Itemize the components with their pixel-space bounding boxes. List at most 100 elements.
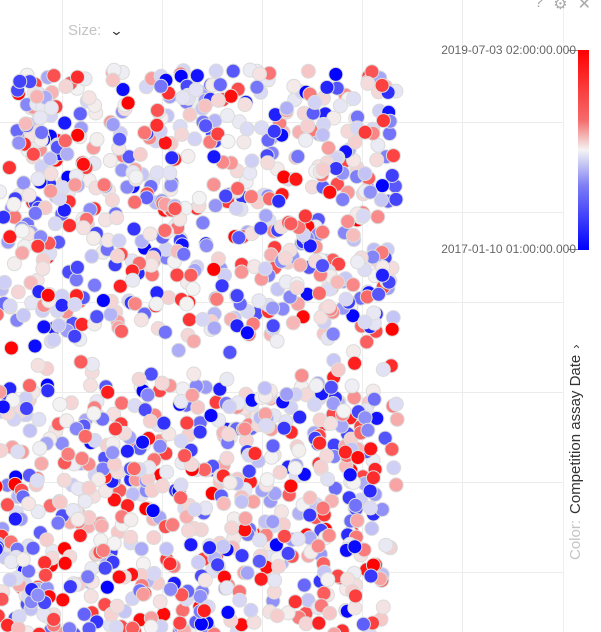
scatter-point[interactable] (296, 577, 312, 593)
scatter-point[interactable] (330, 362, 346, 378)
scatter-point[interactable] (283, 216, 299, 232)
scatter-point[interactable] (371, 286, 387, 302)
scatter-point[interactable] (54, 297, 70, 313)
scatter-point[interactable] (185, 281, 201, 297)
scatter-point[interactable] (143, 619, 159, 632)
scatter-point[interactable] (265, 318, 281, 334)
scatter-point[interactable] (357, 410, 373, 426)
scatter-point[interactable] (156, 415, 172, 431)
chevron-down-icon[interactable]: ⌄ (109, 22, 124, 38)
scatter-point[interactable] (109, 248, 125, 264)
scatter-point[interactable] (149, 165, 165, 181)
scatter-point[interactable] (364, 521, 380, 536)
scatter-point[interactable] (30, 171, 46, 187)
scatter-point[interactable] (10, 284, 26, 300)
scatter-point[interactable] (286, 78, 302, 94)
scatter-point[interactable] (344, 378, 360, 394)
scatter-point[interactable] (177, 448, 193, 464)
scatter-point[interactable] (25, 540, 41, 556)
scatter-point[interactable] (328, 66, 344, 82)
scatter-point[interactable] (212, 381, 228, 397)
scatter-point[interactable] (70, 511, 86, 527)
scatter-point[interactable] (175, 90, 191, 106)
scatter-point[interactable] (74, 451, 90, 466)
scatter-point[interactable] (360, 76, 376, 91)
scatter-point[interactable] (355, 616, 371, 632)
scatter-point[interactable] (47, 216, 63, 232)
scatter-point[interactable] (146, 565, 162, 581)
scatter-point[interactable] (164, 150, 180, 166)
scatter-point[interactable] (46, 68, 62, 84)
scatter-point[interactable] (153, 78, 169, 94)
scatter-point[interactable] (234, 264, 250, 280)
scatter-point[interactable] (108, 421, 123, 437)
scatter-point[interactable] (104, 192, 120, 208)
scatter-point[interactable] (257, 380, 273, 396)
scatter-point[interactable] (239, 565, 255, 581)
scatter-point[interactable] (220, 134, 236, 149)
scatter-point[interactable] (68, 272, 84, 288)
scatter-point[interactable] (108, 619, 124, 632)
scatter-point[interactable] (265, 438, 281, 454)
scatter-point[interactable] (2, 572, 18, 588)
scatter-point[interactable] (142, 226, 158, 242)
scatter-point[interactable] (39, 532, 55, 548)
scatter-point[interactable] (180, 148, 196, 164)
scatter-point[interactable] (384, 321, 400, 337)
scatter-point[interactable] (76, 220, 91, 236)
scatter-point[interactable] (22, 423, 38, 439)
scatter-point[interactable] (69, 259, 85, 275)
scatter-point[interactable] (287, 594, 303, 610)
scatter-point[interactable] (37, 555, 53, 571)
scatter-point[interactable] (126, 221, 142, 237)
scatter-point[interactable] (375, 362, 391, 377)
scatter-point[interactable] (220, 108, 235, 123)
scatter-point[interactable] (99, 579, 115, 595)
scatter-point[interactable] (127, 296, 143, 312)
scatter-point[interactable] (14, 223, 30, 239)
scatter-point[interactable] (123, 512, 139, 528)
help-icon[interactable]: ? (534, 0, 544, 11)
scatter-point[interactable] (310, 538, 326, 554)
scatter-point[interactable] (336, 403, 352, 419)
scatter-point[interactable] (190, 399, 206, 415)
scatter-point[interactable] (279, 386, 295, 402)
scatter-point[interactable] (345, 308, 361, 324)
plot-area[interactable] (0, 0, 565, 632)
scatter-point[interactable] (0, 274, 13, 290)
scatter-point[interactable] (148, 296, 164, 312)
scatter-point[interactable] (315, 224, 331, 240)
scatter-point[interactable] (134, 541, 149, 557)
scatter-point[interactable] (0, 384, 8, 400)
scatter-point[interactable] (46, 332, 62, 348)
scatter-point[interactable] (0, 184, 8, 200)
scatter-point[interactable] (27, 205, 43, 221)
scatter-point[interactable] (269, 608, 285, 624)
scatter-point[interactable] (239, 121, 255, 137)
scatter-point[interactable] (229, 288, 245, 304)
scatter-point[interactable] (252, 66, 267, 82)
scatter-point[interactable] (183, 267, 199, 283)
scatter-point[interactable] (22, 378, 38, 394)
scatter-point[interactable] (237, 421, 253, 437)
scatter-point[interactable] (311, 285, 327, 301)
scatter-point[interactable] (188, 82, 204, 98)
scatter-point[interactable] (312, 435, 328, 451)
scatter-point[interactable] (388, 477, 404, 493)
scatter-point[interactable] (276, 169, 292, 185)
scatter-point[interactable] (3, 340, 19, 356)
scatter-point[interactable] (283, 478, 299, 494)
scatter-point[interactable] (43, 100, 59, 116)
scatter-point[interactable] (320, 471, 336, 487)
scatter-point[interactable] (388, 396, 404, 412)
scatter-point[interactable] (133, 312, 149, 328)
scatter-point[interactable] (81, 90, 97, 106)
scatter-point[interactable] (206, 261, 222, 277)
scatter-point[interactable] (348, 497, 364, 513)
scatter-point[interactable] (244, 153, 260, 169)
scatter-point[interactable] (290, 531, 306, 547)
scatter-point[interactable] (7, 511, 23, 527)
scatter-point[interactable] (208, 198, 223, 214)
scatter-point[interactable] (277, 250, 293, 266)
scatter-point[interactable] (315, 258, 330, 274)
